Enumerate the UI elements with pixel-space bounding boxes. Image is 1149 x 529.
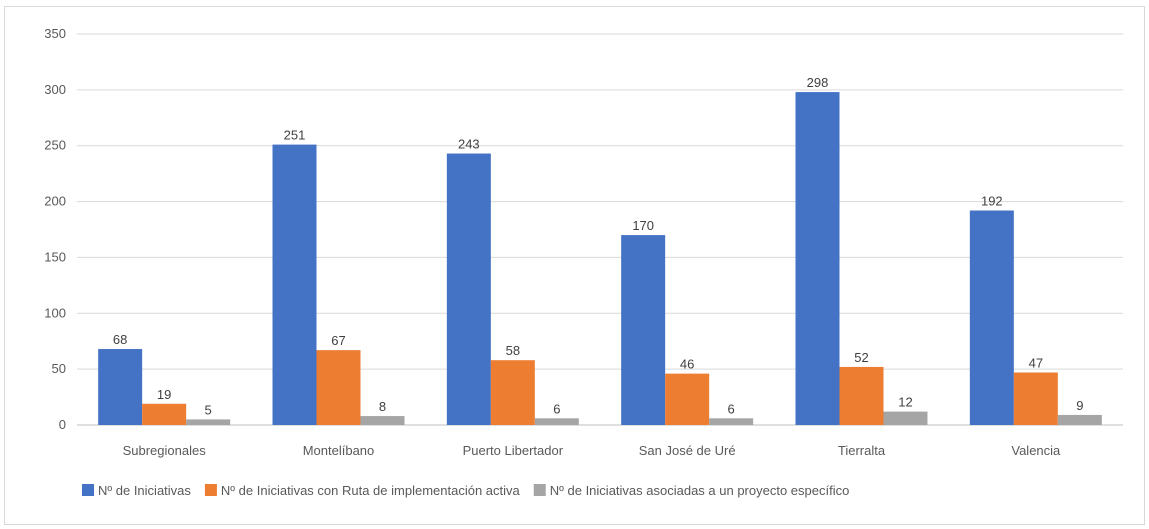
data-label: 47 [1029, 355, 1043, 370]
bar [883, 411, 928, 425]
data-labels: 68 19 5 251 67 8 243 58 6 170 46 6 298 52 12 192 47 9 [113, 75, 1084, 417]
bar [446, 153, 491, 425]
gridlines [77, 33, 1123, 426]
category-label: Valencia [1011, 443, 1061, 458]
bar [186, 419, 231, 425]
bar [839, 366, 884, 425]
y-tick-label: 300 [44, 82, 66, 97]
data-label: 9 [1076, 398, 1083, 413]
bar [795, 92, 840, 425]
bar [709, 418, 754, 425]
bars [98, 92, 1102, 425]
chart-frame [4, 6, 1145, 525]
y-tick-label: 0 [59, 417, 66, 432]
legend-label: Nº de Iniciativas asociadas a un proyect… [550, 483, 850, 498]
data-label: 6 [728, 401, 735, 416]
data-label: 298 [807, 75, 829, 90]
data-label: 19 [157, 387, 171, 402]
bar [142, 403, 187, 425]
bar [621, 235, 666, 425]
bar [969, 210, 1014, 425]
bar [490, 360, 535, 425]
data-label: 5 [205, 402, 212, 417]
bar [272, 144, 317, 425]
x-axis-categories: Subregionales Montelíbano Puerto Libertado… [123, 443, 1061, 458]
y-tick-label: 350 [44, 26, 66, 41]
bar [1057, 414, 1102, 425]
data-label: 251 [284, 128, 306, 143]
data-label: 170 [632, 218, 654, 233]
bar [98, 349, 143, 425]
legend: Nº de Iniciativas Nº de Iniciativas con R… [82, 483, 849, 498]
y-tick-label: 200 [44, 194, 66, 209]
data-label: 46 [680, 357, 694, 372]
data-label: 67 [331, 333, 345, 348]
data-label: 8 [379, 399, 386, 414]
data-label: 68 [113, 332, 127, 347]
bar [534, 418, 579, 425]
y-tick-label: 50 [52, 361, 66, 376]
legend-swatch [533, 484, 546, 496]
data-label: 52 [854, 350, 868, 365]
y-tick-label: 100 [44, 305, 66, 320]
category-label: San José de Uré [639, 443, 736, 458]
y-tick-label: 150 [44, 249, 66, 264]
y-tick-label: 250 [44, 138, 66, 153]
data-label: 243 [458, 137, 480, 152]
category-label: Tierralta [838, 443, 886, 458]
category-label: Puerto Libertador [463, 443, 564, 458]
data-label: 58 [506, 343, 520, 358]
data-label: 12 [898, 395, 912, 410]
data-label: 192 [981, 194, 1003, 209]
category-label: Montelíbano [303, 443, 375, 458]
legend-swatch [82, 484, 94, 496]
y-axis-ticks: 0 50 100 150 200 250 300 350 [44, 26, 66, 432]
bar [316, 350, 361, 425]
bar [665, 373, 710, 425]
data-label: 6 [553, 401, 560, 416]
legend-swatch [204, 484, 217, 496]
legend-label: Nº de Iniciativas [98, 483, 191, 498]
legend-label: Nº de Iniciativas con Ruta de implementa… [221, 483, 521, 498]
category-label: Subregionales [123, 443, 207, 458]
bar [360, 416, 405, 425]
bar [1013, 372, 1058, 425]
